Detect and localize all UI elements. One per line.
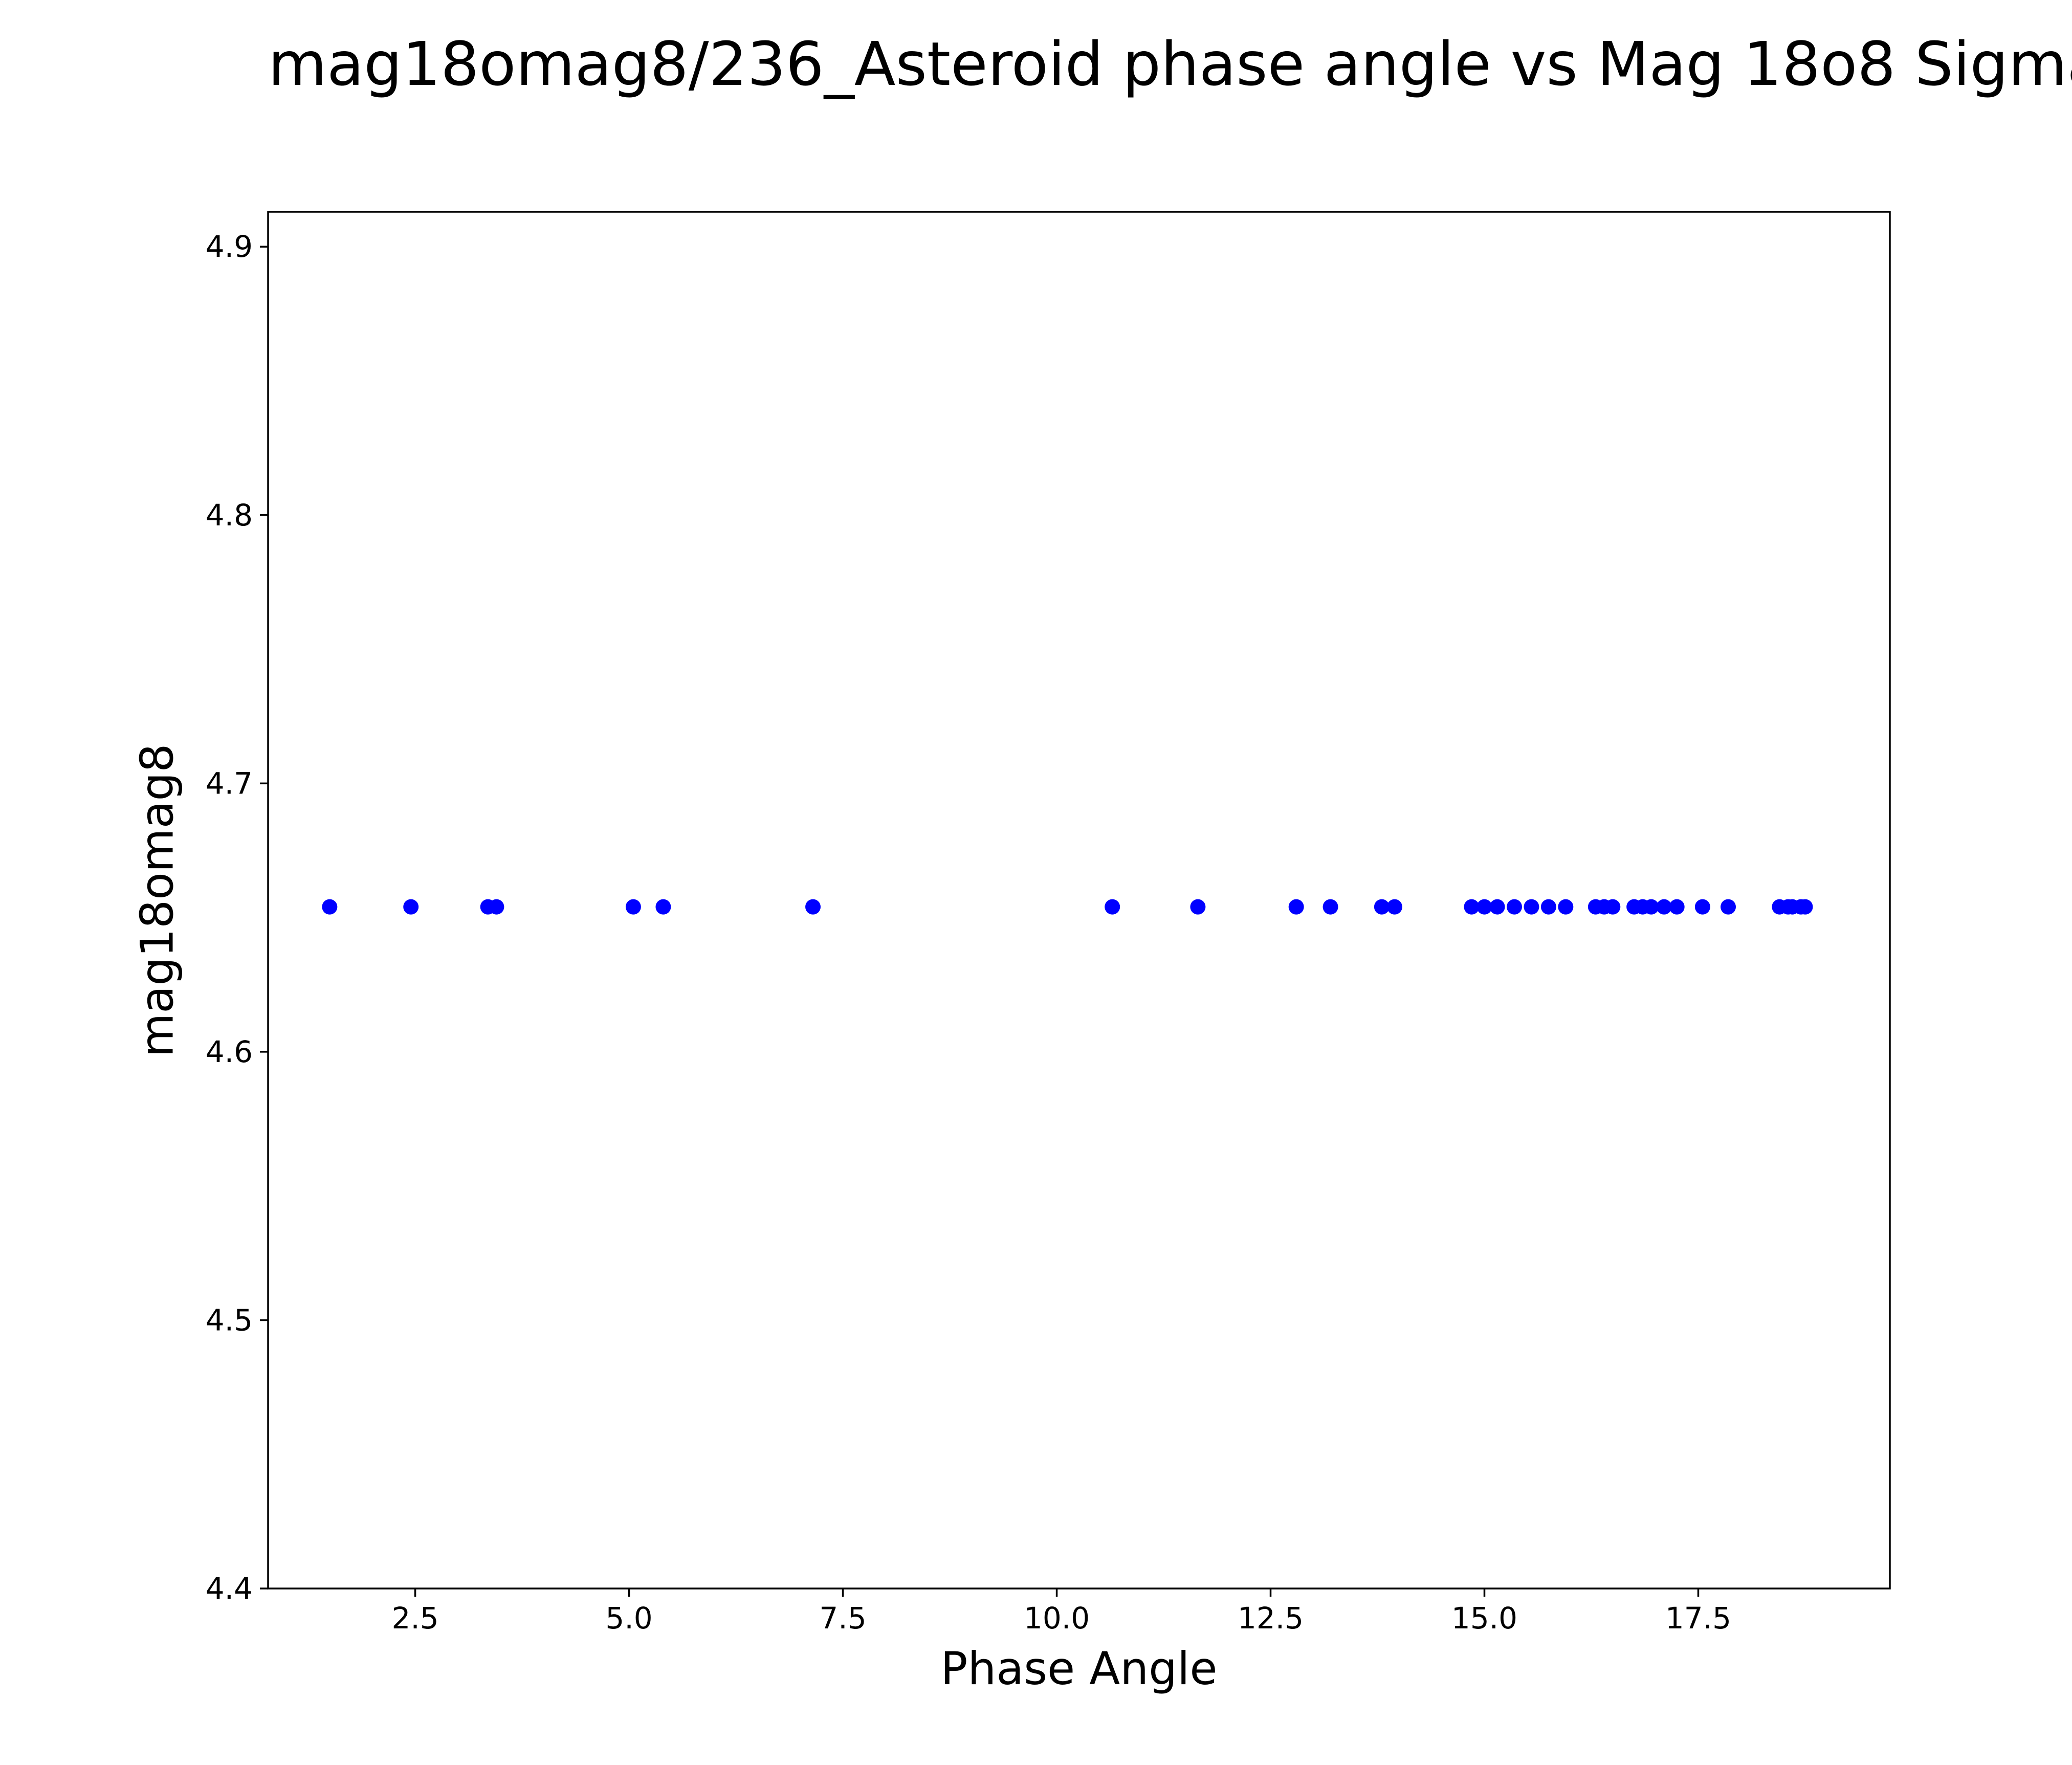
chart-title: mag18omag8/236_Asteroid phase angle vs M… bbox=[268, 29, 2072, 99]
data-point bbox=[1656, 899, 1672, 915]
y-axis-label: mag18omag8 bbox=[130, 743, 184, 1057]
data-point bbox=[1540, 899, 1556, 915]
x-tick-label: 2.5 bbox=[391, 1601, 438, 1636]
data-point bbox=[1105, 899, 1120, 915]
x-tick-label: 7.5 bbox=[819, 1601, 866, 1636]
data-point bbox=[1524, 899, 1539, 915]
y-tick-label: 4.7 bbox=[206, 766, 253, 801]
data-point bbox=[1558, 899, 1574, 915]
plot-border bbox=[267, 211, 1891, 1590]
data-point bbox=[1507, 899, 1523, 915]
data-point bbox=[1721, 899, 1736, 915]
data-point bbox=[655, 899, 671, 915]
data-point bbox=[625, 899, 641, 915]
data-point bbox=[1694, 899, 1710, 915]
data-point bbox=[1489, 899, 1505, 915]
data-point bbox=[805, 899, 821, 915]
y-tick-label: 4.6 bbox=[206, 1034, 253, 1069]
x-tick-label: 17.5 bbox=[1665, 1601, 1731, 1636]
data-point bbox=[1322, 899, 1338, 915]
data-point bbox=[403, 899, 419, 915]
y-tick-label: 4.8 bbox=[206, 498, 253, 533]
y-tick-label: 4.9 bbox=[206, 229, 253, 264]
y-tick-label: 4.4 bbox=[206, 1571, 253, 1606]
data-point bbox=[1797, 899, 1813, 915]
y-tick-label: 4.5 bbox=[206, 1303, 253, 1337]
data-point bbox=[322, 899, 338, 915]
data-point bbox=[489, 899, 504, 915]
x-axis-label: Phase Angle bbox=[940, 1642, 1218, 1695]
x-tick-label: 10.0 bbox=[1024, 1601, 1090, 1636]
data-point bbox=[1190, 899, 1206, 915]
data-point bbox=[1386, 899, 1402, 915]
x-tick-label: 15.0 bbox=[1451, 1601, 1517, 1636]
x-tick-label: 5.0 bbox=[605, 1601, 652, 1636]
x-tick-label: 12.5 bbox=[1238, 1601, 1304, 1636]
data-point bbox=[1476, 899, 1492, 915]
data-point bbox=[1669, 899, 1685, 915]
data-point bbox=[1643, 899, 1659, 915]
data-point bbox=[1374, 899, 1390, 915]
data-point bbox=[1288, 899, 1304, 915]
data-point bbox=[1605, 899, 1621, 915]
data-point bbox=[1464, 899, 1480, 915]
